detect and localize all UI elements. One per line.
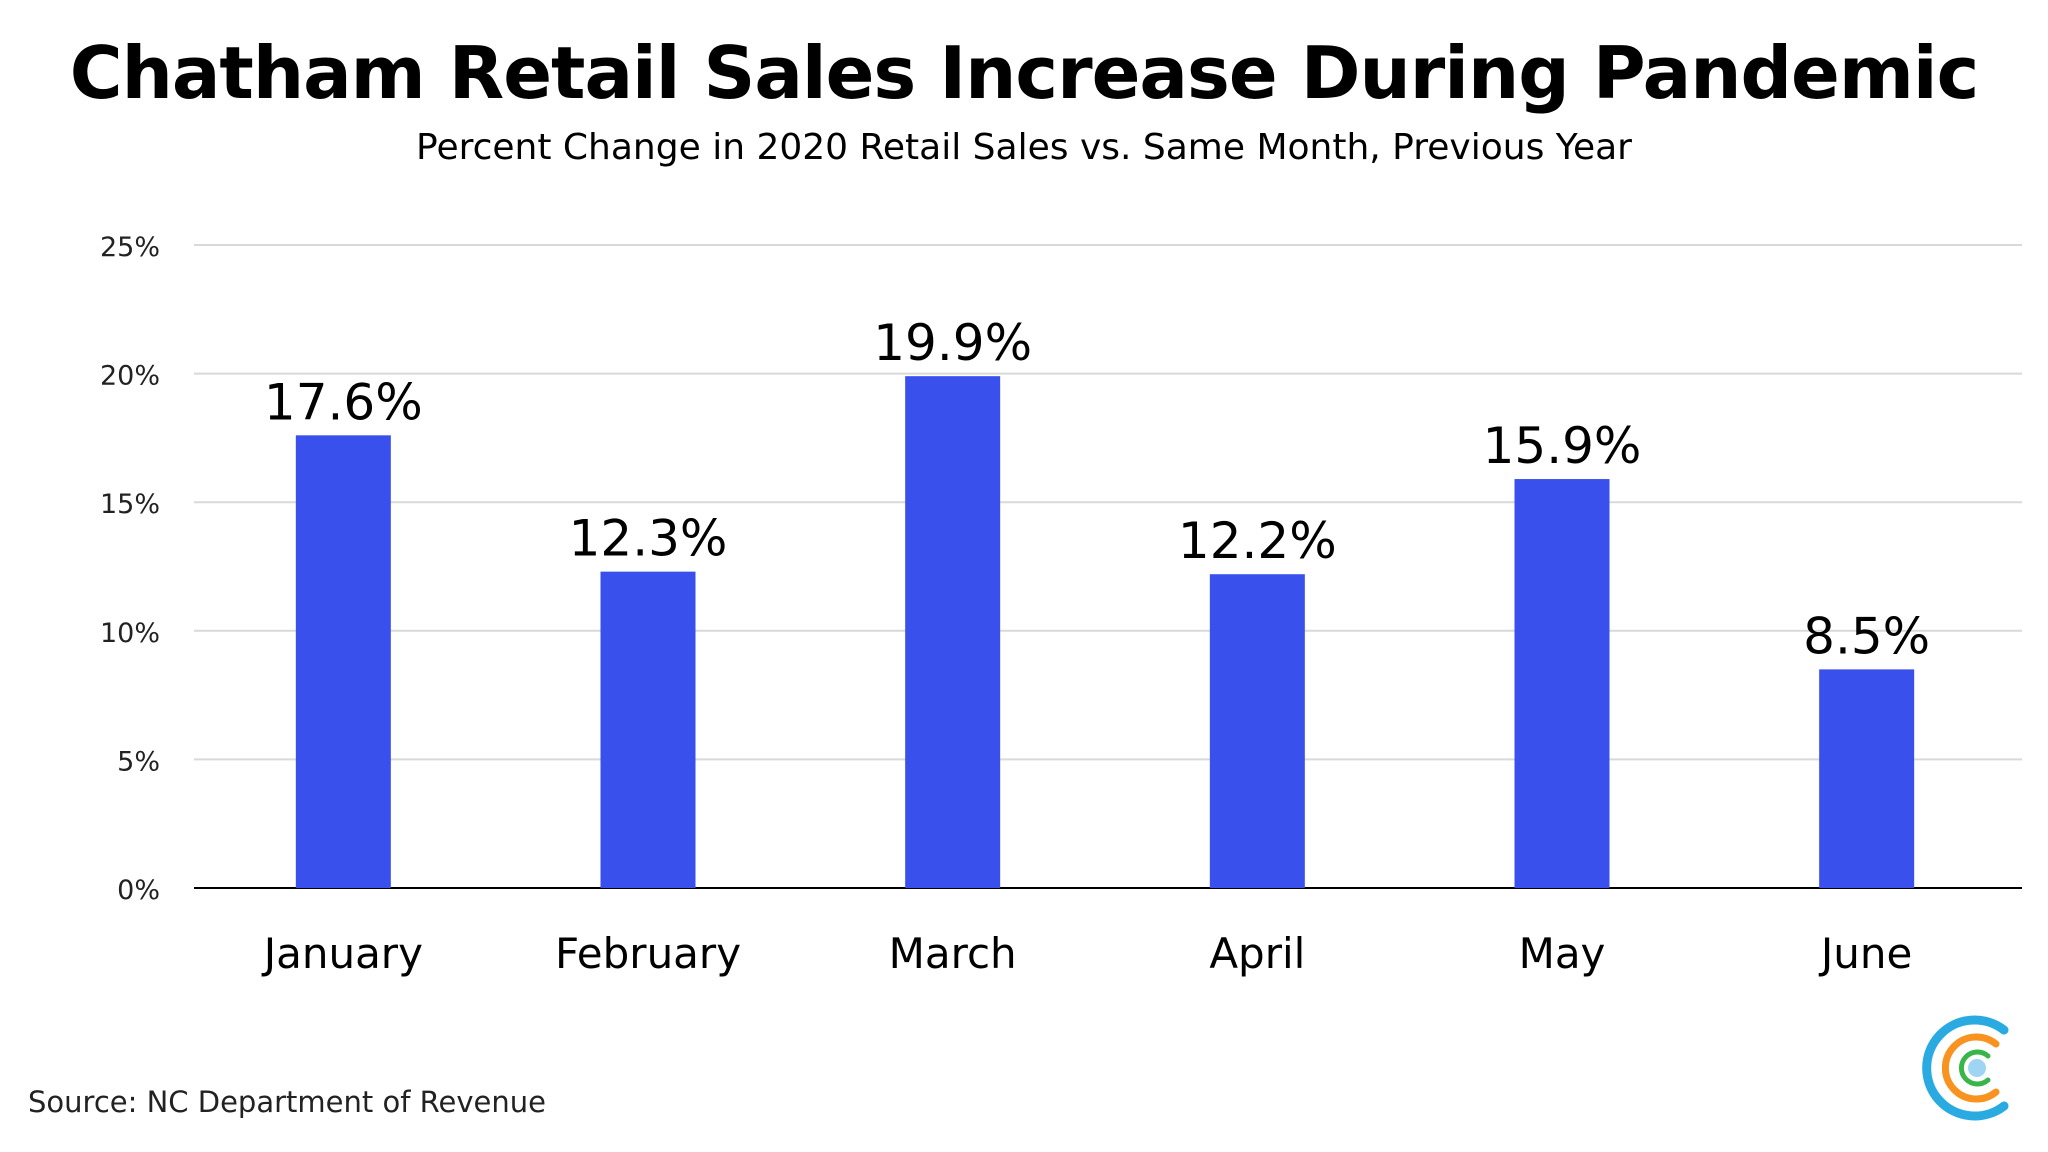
data-label: 17.6% — [264, 373, 423, 431]
bar — [295, 435, 391, 888]
data-label: 19.9% — [873, 314, 1032, 372]
y-tick-label: 20% — [100, 361, 160, 392]
x-tick-label: March — [889, 929, 1017, 978]
chart-subtitle: Percent Change in 2020 Retail Sales vs. … — [416, 127, 1632, 168]
logo-middle-arc — [1941, 1033, 2000, 1103]
x-tick-label: June — [1818, 929, 1912, 978]
x-tick-label: May — [1519, 929, 1606, 978]
bar — [600, 571, 696, 888]
data-label: 12.2% — [1178, 512, 1337, 570]
bar — [1209, 574, 1305, 888]
source-note: Source: NC Department of Revenue — [28, 1085, 546, 1119]
logo-inner-arc — [1958, 1049, 1991, 1087]
logo-outer-arc — [1922, 1015, 2009, 1121]
data-label: 15.9% — [1483, 417, 1642, 475]
y-tick-label: 0% — [117, 875, 160, 906]
x-tick-label: January — [261, 929, 423, 978]
logo-dot — [1968, 1059, 1986, 1077]
chart-title: Chatham Retail Sales Increase During Pan… — [69, 31, 1980, 115]
y-tick-label: 5% — [117, 746, 160, 777]
y-tick-label: 10% — [100, 618, 160, 649]
y-tick-label: 25% — [100, 232, 160, 263]
data-label: 8.5% — [1803, 607, 1930, 665]
x-tick-label: February — [555, 929, 741, 978]
chatham-logo-icon — [1922, 1015, 2009, 1121]
bar — [1819, 669, 1915, 888]
data-label: 12.3% — [569, 510, 728, 568]
y-tick-label: 15% — [100, 489, 160, 520]
bar — [905, 376, 1001, 888]
x-tick-label: April — [1209, 929, 1305, 978]
bar — [1514, 479, 1610, 888]
